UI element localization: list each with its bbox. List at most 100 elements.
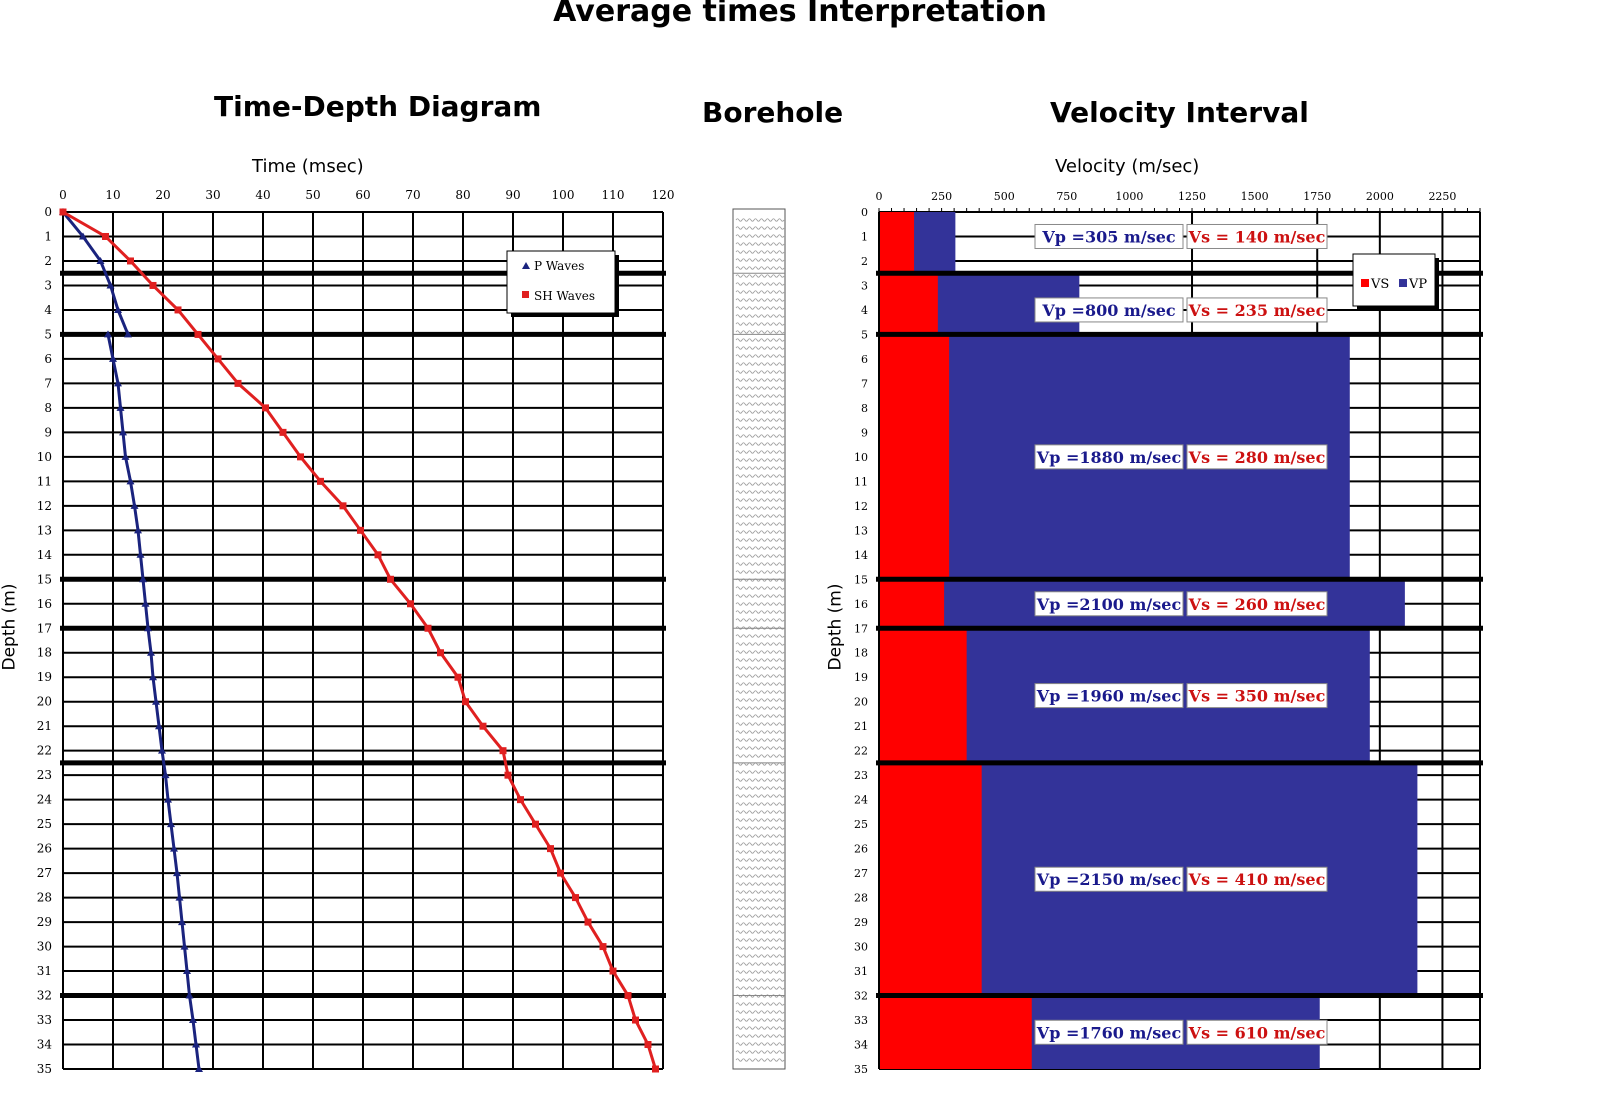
p-waves-point xyxy=(126,477,135,485)
vp-label: Vp =800 m/sec xyxy=(1041,301,1176,320)
velocity-x-tick-label: 250 xyxy=(931,190,952,203)
p-waves-point xyxy=(147,648,155,656)
velocity-x-tick-label: 2250 xyxy=(1428,190,1456,203)
borehole-hatch xyxy=(735,866,785,870)
borehole-hatch xyxy=(735,826,785,830)
velocity-y-tick-label: 25 xyxy=(854,818,868,831)
borehole-hatch xyxy=(735,514,785,518)
borehole-hatch xyxy=(735,610,785,614)
borehole-hatch xyxy=(735,1050,785,1054)
borehole-hatch xyxy=(735,306,785,310)
sh-waves-point xyxy=(557,869,564,877)
borehole-hatch xyxy=(735,426,785,430)
vs-label: Vs = 610 m/sec xyxy=(1188,1023,1326,1042)
sh-waves-point xyxy=(194,330,202,338)
borehole-hatch xyxy=(735,746,785,750)
vs-label: Vs = 350 m/sec xyxy=(1188,687,1326,706)
borehole-hatch xyxy=(735,898,785,902)
p-waves-point xyxy=(180,942,189,950)
sh-waves-point xyxy=(632,1016,639,1024)
velocity-y-tick-label: 1 xyxy=(861,230,868,243)
vs-bar xyxy=(879,995,1032,1069)
p-waves-point xyxy=(167,820,175,828)
velocity-y-tick-label: 18 xyxy=(854,647,868,660)
sh-waves-point xyxy=(262,404,269,412)
sh-waves-point xyxy=(374,551,382,559)
p-waves-point xyxy=(130,501,139,509)
p-waves-point xyxy=(161,771,170,779)
time-depth-x-tick-label: 100 xyxy=(552,188,575,202)
borehole-hatch xyxy=(735,874,785,878)
p-waves-point xyxy=(144,624,152,632)
sh-waves-point xyxy=(424,624,432,632)
vs-label: Vs = 280 m/sec xyxy=(1188,448,1326,467)
velocity-y-tick-label: 16 xyxy=(854,598,868,611)
time-depth-y-tick-label: 34 xyxy=(37,1038,53,1052)
p-waves-point xyxy=(109,354,117,362)
borehole-hatch xyxy=(735,770,785,774)
p-waves-point xyxy=(134,526,142,534)
velocity-y-tick-label: 12 xyxy=(854,500,868,513)
borehole-hatch xyxy=(735,458,785,462)
borehole-hatch xyxy=(735,410,785,414)
velocity-y-tick-label: 14 xyxy=(854,549,868,562)
sh-waves-point xyxy=(517,796,524,804)
vp-label-box xyxy=(1034,444,1184,470)
borehole-hatch xyxy=(735,1058,785,1062)
borehole-hatch xyxy=(735,754,785,758)
p-waves-point xyxy=(164,795,172,803)
velocity-y-tick-label: 30 xyxy=(854,941,868,954)
borehole-hatch xyxy=(735,714,785,718)
p-waves-point xyxy=(136,550,145,558)
vs-label: Vs = 140 m/sec xyxy=(1188,227,1326,246)
p-waves-point xyxy=(119,428,127,436)
sh-waves-point xyxy=(499,747,507,755)
borehole-hatch xyxy=(735,354,785,358)
borehole-hatch xyxy=(735,642,785,646)
p-waves-point xyxy=(189,1016,197,1024)
velocity-y-tick-label: 8 xyxy=(861,402,868,415)
time-depth-y-tick-label: 8 xyxy=(44,401,52,415)
sh-waves-point xyxy=(437,649,444,657)
borehole-hatch xyxy=(735,922,785,926)
vs-bar xyxy=(879,212,915,274)
sh-waves-point xyxy=(644,1041,652,1049)
vs-bar xyxy=(879,762,982,996)
p-waves-point xyxy=(152,697,160,705)
borehole-hatch xyxy=(735,386,785,390)
velocity-y-tick-label: 24 xyxy=(854,794,868,807)
time-depth-y-tick-label: 14 xyxy=(37,548,53,562)
velocity-legend xyxy=(1352,253,1436,307)
time-depth-legend xyxy=(506,250,616,314)
velocity-axis-title: Velocity (m/sec) xyxy=(1055,156,1200,177)
borehole-hatch xyxy=(735,442,785,446)
borehole-hatch xyxy=(735,810,785,814)
borehole-hatch xyxy=(735,602,785,606)
velocity-y-tick-label: 2 xyxy=(861,255,868,268)
time-depth-y-tick-label: 12 xyxy=(37,499,52,513)
legend-vp-marker xyxy=(1399,279,1407,287)
borehole-hatch xyxy=(735,946,785,950)
legend-vs-label: VS xyxy=(1370,277,1389,292)
sh-waves-point xyxy=(584,918,592,926)
sh-waves-point xyxy=(532,820,539,828)
velocity-y-tick-label: 11 xyxy=(854,475,868,488)
velocity-y-tick-label: 20 xyxy=(854,696,868,709)
velocity-y-tick-label: 15 xyxy=(854,573,868,586)
time-depth-x-tick-label: 50 xyxy=(305,188,320,202)
time-depth-title: Time-Depth Diagram xyxy=(214,90,542,123)
borehole-hatch xyxy=(735,730,785,734)
borehole-hatch xyxy=(735,322,785,326)
sh-waves-point xyxy=(59,208,67,216)
borehole-hatch xyxy=(735,586,785,590)
time-depth-y-tick-label: 10 xyxy=(37,450,52,464)
p-waves-point xyxy=(155,722,163,730)
vp-label-box xyxy=(1034,591,1184,617)
vs-label-box xyxy=(1186,223,1328,249)
borehole-hatch xyxy=(735,802,785,806)
p-waves-point xyxy=(170,844,178,852)
velocity-title: Velocity Interval xyxy=(1050,96,1309,129)
time-depth-y-tick-label: 31 xyxy=(37,964,52,978)
time-depth-x-tick-label: 0 xyxy=(59,188,67,202)
borehole-hatch xyxy=(735,338,785,342)
